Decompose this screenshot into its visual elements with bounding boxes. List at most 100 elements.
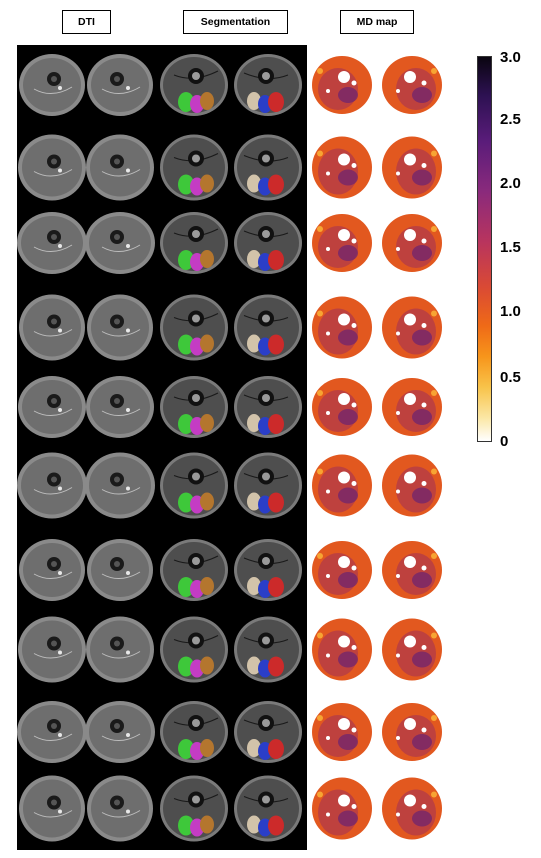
femur-void: [404, 71, 416, 83]
femur-void: [404, 718, 416, 730]
femur-void: [338, 794, 350, 807]
muscle-segment-beige: [247, 174, 261, 193]
colorbar-tick: 1.0: [500, 303, 521, 320]
dti-slice: [17, 452, 155, 519]
dti-slice: [17, 212, 155, 274]
colorbar-tick: 0: [500, 433, 509, 450]
md-map-column-label: MD map: [340, 10, 414, 34]
muscle-segment-green: [178, 656, 194, 677]
femur-void: [338, 393, 350, 405]
segmentation-slice: [160, 212, 302, 274]
femur-void: [404, 556, 416, 568]
segmentation-image-panel: [156, 45, 307, 850]
muscle-segment-green: [178, 334, 194, 355]
femur-void: [338, 229, 350, 241]
muscle-segment-brown: [200, 739, 214, 757]
colorbar-tick: 1.5: [500, 239, 521, 256]
muscle-segment-beige: [247, 815, 261, 834]
femur-void: [338, 153, 350, 166]
muscle-segment-green: [178, 739, 194, 759]
femur-void: [404, 471, 416, 484]
dti-slice: [18, 376, 154, 438]
segmentation-slice: [160, 294, 302, 361]
md-map-slice: [312, 777, 442, 840]
colorbar-tick: 2.5: [500, 111, 521, 128]
muscle-segment-beige: [247, 492, 261, 511]
femur-void: [338, 635, 350, 648]
femur-void: [404, 393, 416, 405]
muscle-segment-red: [268, 250, 284, 270]
muscle-segment-beige: [247, 577, 261, 595]
dti-slice: [19, 294, 153, 361]
dti-slice: [19, 775, 153, 842]
md-map-slice: [312, 703, 442, 761]
femur-void: [404, 229, 416, 241]
md-map-slice: [312, 214, 442, 272]
muscle-segment-beige: [247, 414, 261, 432]
md-map-slice: [312, 296, 442, 359]
muscle-segment-beige: [247, 250, 261, 268]
muscle-segment-beige: [247, 92, 261, 110]
muscle-segment-green: [178, 250, 194, 270]
md-map-slice: [312, 541, 442, 599]
femur-void: [404, 313, 416, 326]
muscle-segment-red: [268, 815, 284, 836]
dti-column-label: DTI: [62, 10, 111, 34]
colorbar-tick: 0.5: [500, 369, 521, 386]
colorbar-tick: 3.0: [500, 49, 521, 66]
muscle-segment-brown: [200, 815, 214, 834]
muscle-segment-green: [178, 92, 194, 112]
segmentation-slice: [160, 134, 302, 201]
md-map-slice: [312, 618, 442, 681]
muscle-segment-red: [268, 492, 284, 513]
muscle-segment-brown: [200, 656, 214, 675]
muscle-segment-green: [178, 815, 194, 836]
md-map-slice: [312, 378, 442, 436]
muscle-segment-beige: [247, 656, 261, 675]
dti-slice: [18, 616, 154, 683]
femur-void: [404, 153, 416, 166]
muscle-segment-green: [178, 492, 194, 513]
femur-void: [338, 71, 350, 83]
muscle-segment-red: [268, 92, 284, 112]
muscle-segment-green: [178, 174, 194, 195]
segmentation-slice: [160, 376, 302, 438]
md-map-image-stack: [312, 56, 442, 840]
femur-void: [338, 313, 350, 326]
dti-slice: [17, 701, 155, 763]
segmentation-image-stack: [160, 54, 302, 842]
md-map-slice: [312, 56, 442, 114]
femur-void: [404, 635, 416, 648]
muscle-segment-brown: [200, 334, 214, 353]
muscle-segment-brown: [200, 92, 214, 110]
md-map-slice: [312, 136, 442, 199]
femur-void: [404, 794, 416, 807]
segmentation-slice: [160, 616, 302, 683]
md-map-image-panel: [307, 45, 455, 850]
segmentation-slice: [160, 452, 302, 519]
muscle-segment-red: [268, 577, 284, 597]
muscle-segment-green: [178, 414, 194, 434]
muscle-segment-red: [268, 739, 284, 759]
muscle-segment-green: [178, 577, 194, 597]
segmentation-slice: [160, 701, 302, 763]
md-map-slice: [312, 454, 442, 517]
muscle-segment-red: [268, 656, 284, 677]
segmentation-slice: [160, 775, 302, 842]
dti-image-stack: [17, 54, 155, 842]
muscle-segment-brown: [200, 414, 214, 432]
muscle-segment-red: [268, 334, 284, 355]
dti-slice: [18, 134, 154, 201]
dti-slice: [19, 54, 153, 116]
muscle-segment-brown: [200, 174, 214, 193]
muscle-segment-beige: [247, 334, 261, 353]
segmentation-column-label: Segmentation: [183, 10, 288, 34]
colorbar-tick: 2.0: [500, 175, 521, 192]
muscle-segment-red: [268, 174, 284, 195]
femur-void: [338, 718, 350, 730]
muscle-segment-brown: [200, 250, 214, 268]
muscle-segment-brown: [200, 492, 214, 511]
muscle-segment-brown: [200, 577, 214, 595]
femur-void: [338, 556, 350, 568]
md-colorbar: [477, 56, 492, 442]
